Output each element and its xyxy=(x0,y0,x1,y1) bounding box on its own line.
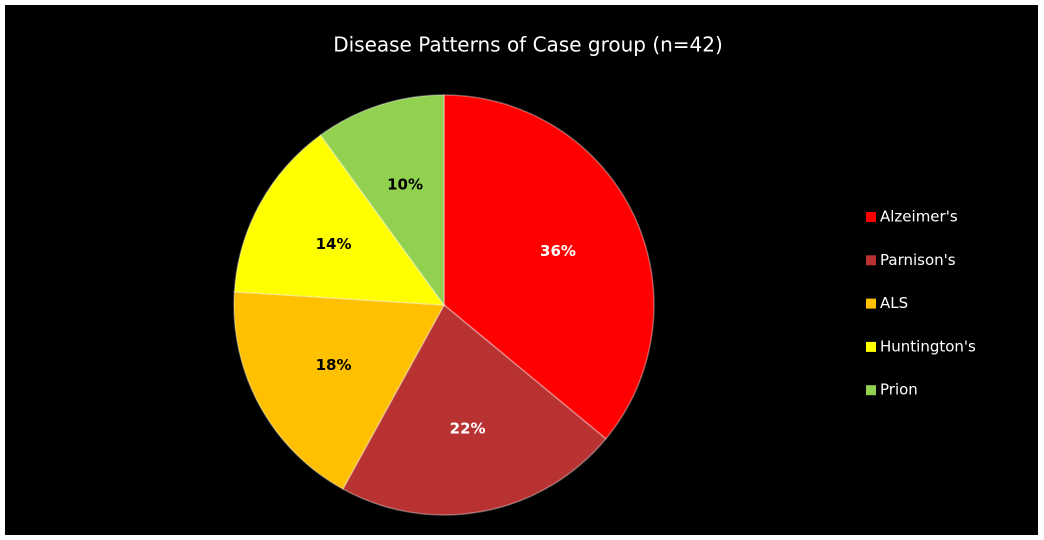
data-label: 10% xyxy=(387,176,423,194)
legend-swatch xyxy=(866,341,876,352)
pie-slice xyxy=(233,291,446,491)
data-label: 14% xyxy=(316,235,352,253)
pie-slice xyxy=(443,94,655,440)
legend-label: Huntington's xyxy=(880,337,976,355)
data-label: 36% xyxy=(540,242,576,260)
legend-label: ALS xyxy=(880,294,908,312)
legend-label: Parnison's xyxy=(880,251,956,269)
pie-slice xyxy=(233,134,446,306)
legend-swatch xyxy=(866,298,876,309)
pie-slice xyxy=(319,94,445,308)
legend-label: Prion xyxy=(880,381,918,399)
chart-title: Disease Patterns of Case group (n=42) xyxy=(333,33,723,57)
legend-swatch xyxy=(866,212,876,222)
pie-slice xyxy=(341,303,607,516)
legend-swatch xyxy=(866,255,876,266)
legend-swatch xyxy=(866,385,876,396)
data-label: 22% xyxy=(450,419,486,437)
data-label: 18% xyxy=(316,356,352,374)
legend-label: Alzeimer's xyxy=(880,208,958,226)
